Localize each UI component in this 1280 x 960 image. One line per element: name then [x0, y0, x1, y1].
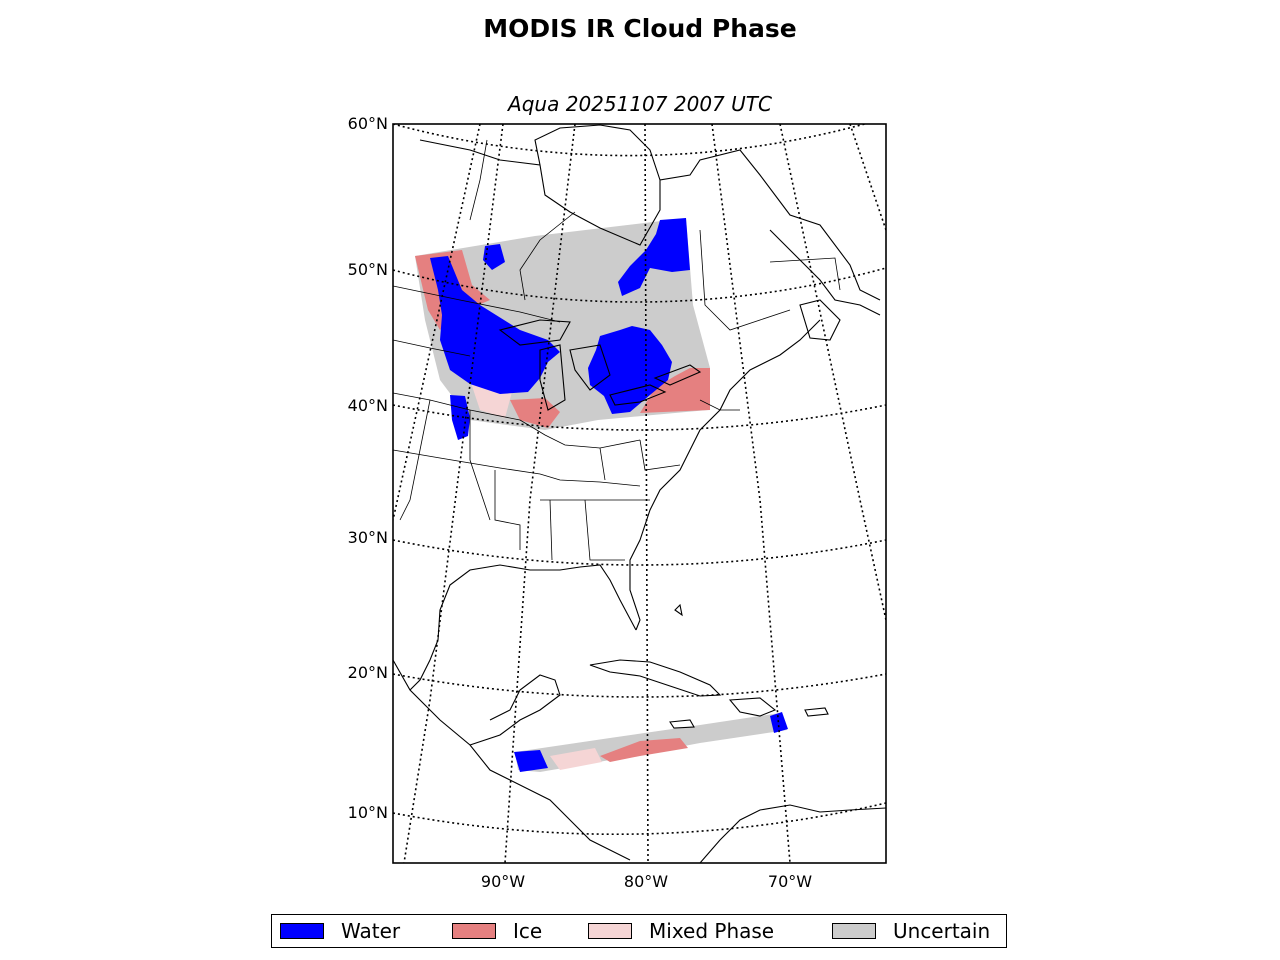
- lon-label-70w: 70°W: [767, 872, 813, 891]
- swath-ice-south-band: [600, 738, 688, 762]
- graticule: [393, 124, 886, 863]
- lat-label-20n: 20°N: [347, 663, 388, 682]
- legend-item-mixed-phase: Mixed Phase: [588, 915, 774, 947]
- coastlines: [393, 124, 886, 863]
- lat-label-30n: 30°N: [347, 528, 388, 547]
- legend-label-mixed-phase: Mixed Phase: [649, 919, 775, 943]
- swath-ice-south: [510, 398, 560, 428]
- swath-ice-southeast: [640, 368, 710, 413]
- legend-swatch-uncertain: [832, 923, 876, 939]
- map-subtitle: Aqua 20251107 2007 UTC: [508, 92, 772, 116]
- lat-label-40n: 40°N: [347, 396, 388, 415]
- legend-swatch-water: [280, 923, 324, 939]
- legend-label-water: Water: [341, 919, 401, 943]
- lat-label-10n: 10°N: [347, 803, 388, 822]
- swath-mixed-south-band: [550, 748, 602, 770]
- northern-swath: [415, 218, 710, 440]
- page-title: MODIS IR Cloud Phase: [483, 14, 797, 43]
- legend-swatch-ice: [452, 923, 496, 939]
- swath-water-east-tip: [770, 712, 788, 733]
- lat-label-50n: 50°N: [347, 260, 388, 279]
- lon-label-80w: 80°W: [623, 872, 669, 891]
- legend-label-uncertain: Uncertain: [893, 919, 991, 943]
- swath-water-west: [430, 256, 560, 394]
- map-frame: [392, 123, 887, 864]
- legend-item-uncertain: Uncertain: [832, 915, 990, 947]
- swath-water-north-patch: [483, 244, 505, 270]
- legend-swatch-mixed-phase: [588, 923, 632, 939]
- southern-swath: [514, 712, 788, 772]
- lon-label-90w: 90°W: [480, 872, 526, 891]
- swath-water-west-tip: [514, 750, 548, 772]
- legend: Water Ice Mixed Phase Uncertain: [271, 914, 1007, 948]
- lat-label-60n: 60°N: [347, 114, 388, 133]
- swath-water-east: [588, 326, 672, 414]
- legend-item-water: Water: [280, 915, 400, 947]
- swath-water-northeast: [618, 218, 690, 296]
- legend-label-ice: Ice: [513, 919, 543, 943]
- political-borders: [393, 139, 841, 561]
- legend-item-ice: Ice: [452, 915, 542, 947]
